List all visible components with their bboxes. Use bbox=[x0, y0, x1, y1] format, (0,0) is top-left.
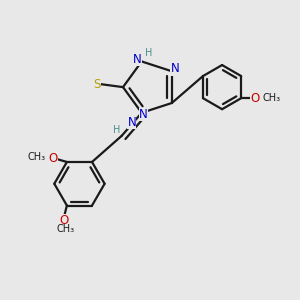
Text: H: H bbox=[145, 49, 152, 58]
Text: N: N bbox=[170, 62, 179, 75]
Text: CH₃: CH₃ bbox=[56, 224, 74, 233]
Text: O: O bbox=[49, 152, 58, 165]
Text: O: O bbox=[250, 92, 260, 105]
Text: CH₃: CH₃ bbox=[262, 93, 280, 103]
Text: O: O bbox=[59, 214, 68, 227]
Text: N: N bbox=[139, 108, 148, 121]
Text: H: H bbox=[112, 125, 120, 135]
Text: S: S bbox=[93, 78, 100, 91]
Text: N: N bbox=[128, 116, 136, 129]
Text: N: N bbox=[133, 52, 141, 65]
Text: CH₃: CH₃ bbox=[27, 152, 45, 162]
